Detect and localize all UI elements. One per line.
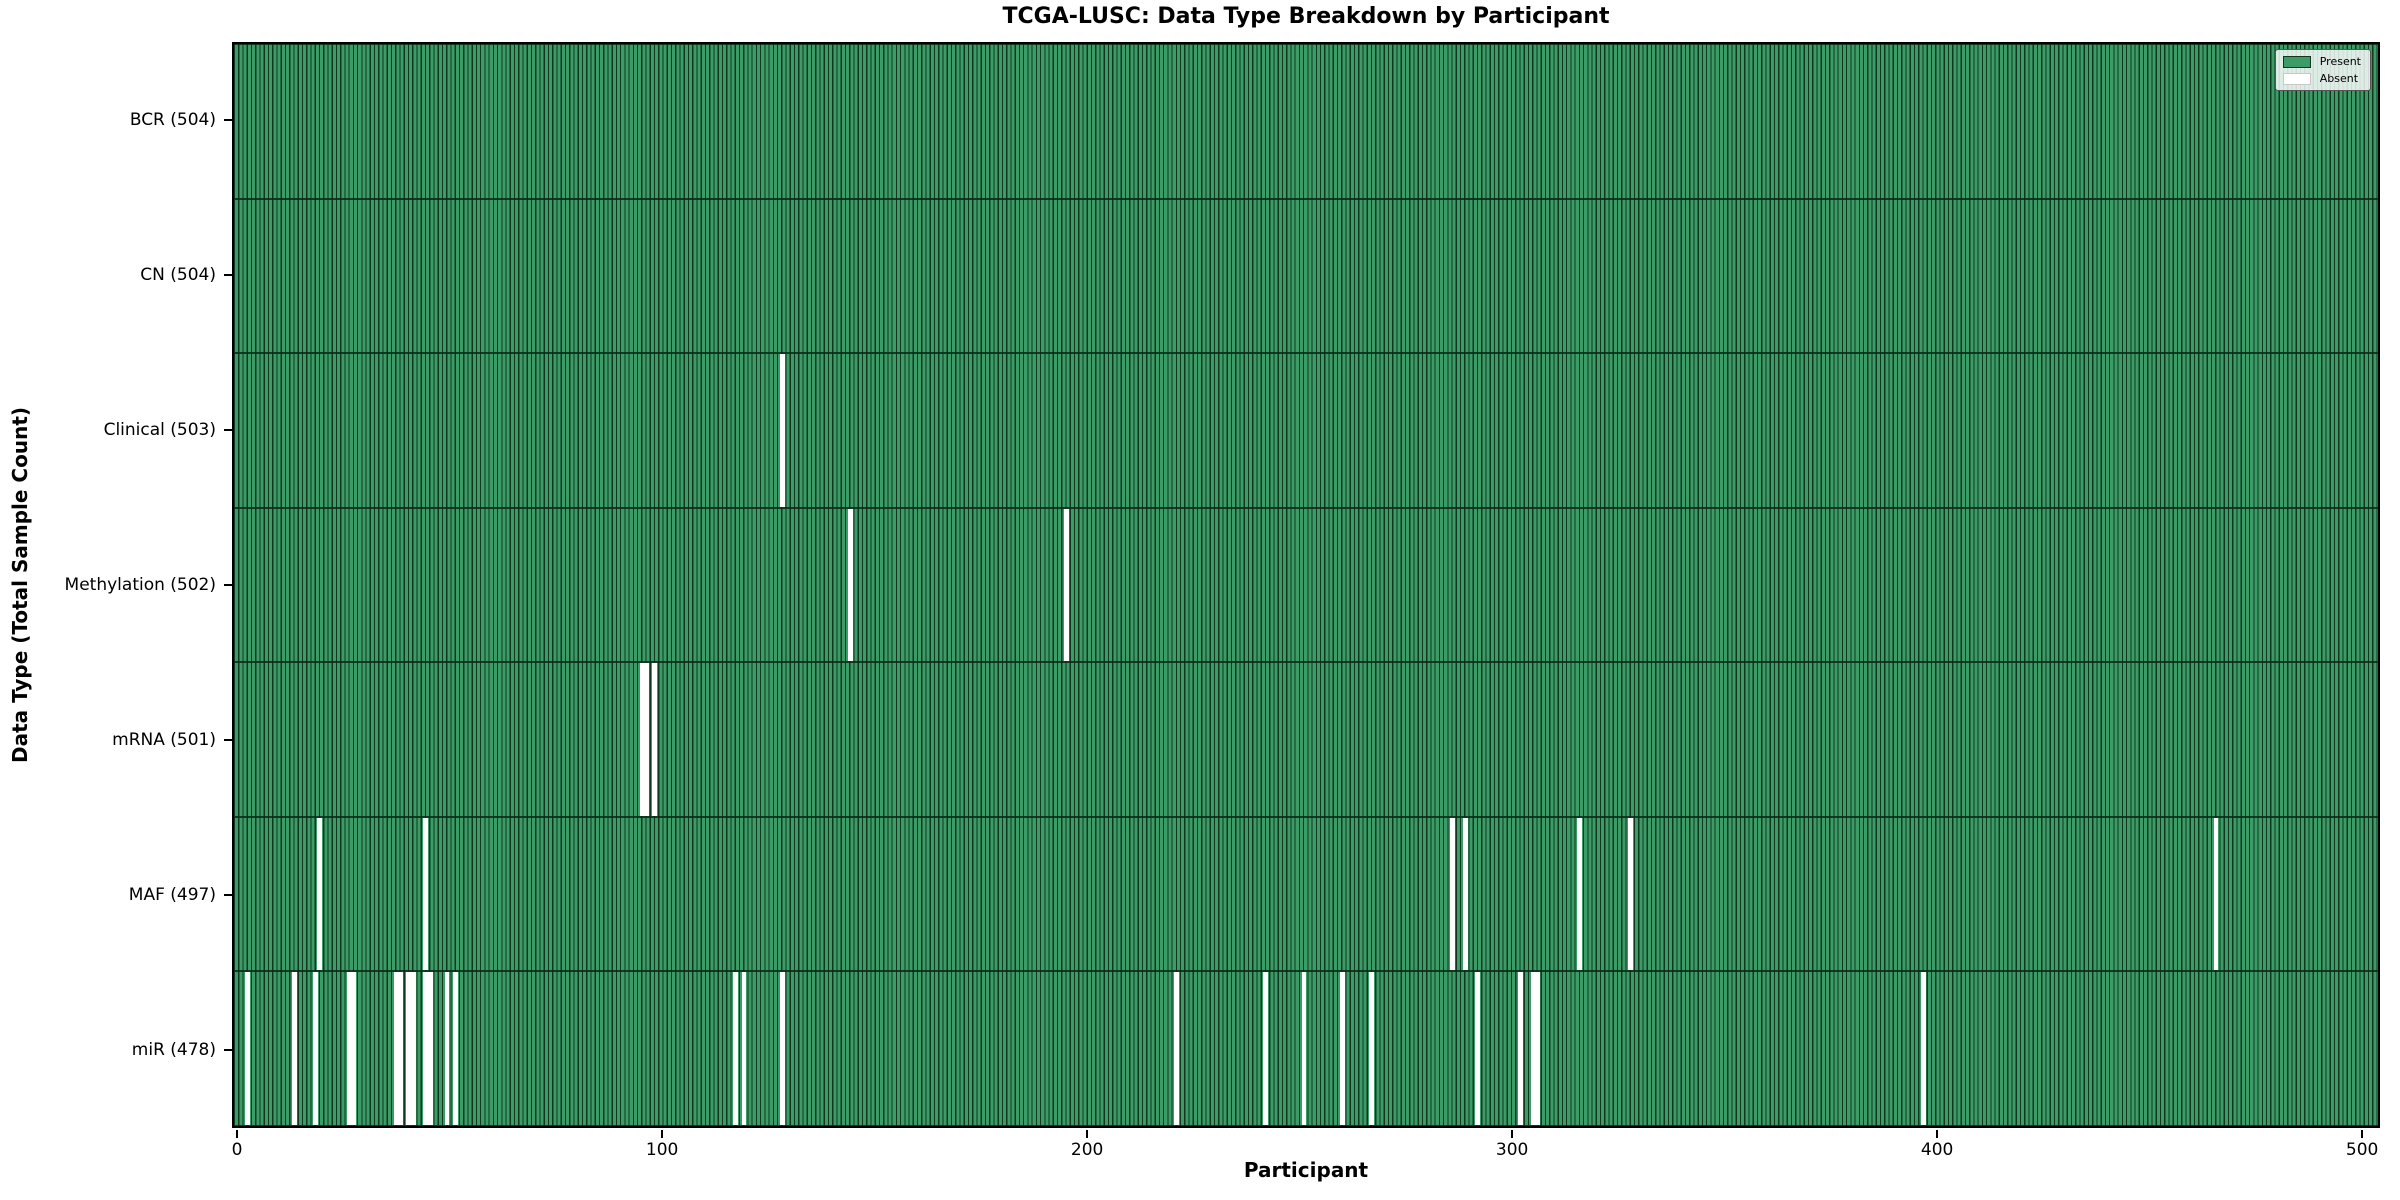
absent-gap-MAF-44 — [423, 817, 429, 971]
absent-gap-miR-38 — [397, 972, 403, 1125]
absent-gap-miR-37 — [393, 972, 399, 1125]
x-tick-label-300: 300 — [1495, 1140, 1529, 1160]
y-tick-mark-Methylation — [224, 584, 232, 586]
row-band-CN — [234, 198, 2378, 354]
absent-gap-MAF-316 — [1577, 817, 1583, 971]
y-tick-mark-CN — [224, 273, 232, 276]
absent-gap-miR-128 — [779, 972, 785, 1125]
absent-gap-miR-397 — [1920, 972, 1926, 1125]
plot-area: Present Absent — [232, 42, 2380, 1128]
absent-gap-MAF-19 — [317, 817, 323, 971]
y-tick-label-mRNA: mRNA (501) — [112, 730, 216, 751]
absent-gap-MAF-289 — [1462, 817, 1468, 971]
legend-absent-label: Absent — [2319, 72, 2359, 85]
x-axis: 0 100 200 300 400 500 — [232, 1130, 2380, 1174]
absent-gap-miR-40 — [406, 972, 412, 1125]
y-tick-label-MAF: MAF (497) — [128, 885, 216, 906]
absent-gap-miR-49 — [444, 972, 450, 1125]
row-band-Clinical — [234, 353, 2378, 508]
absent-gap-miR-119 — [741, 972, 747, 1125]
absent-gap-miR-41 — [410, 972, 416, 1125]
legend-entry-absent: Absent — [2282, 72, 2361, 85]
x-tick-mark-300 — [1511, 1130, 1514, 1138]
absent-gap-miR-44 — [423, 972, 429, 1125]
absent-gap-miR-242 — [1263, 972, 1269, 1125]
y-tick-label-Clinical: Clinical (503) — [103, 419, 216, 440]
absent-gap-MAF-466 — [2213, 817, 2219, 971]
absent-gap-miR-306 — [1534, 972, 1540, 1125]
absent-gap-mRNA-98 — [652, 663, 658, 816]
absent-gap-mRNA-96 — [644, 663, 649, 816]
absent-gap-Methylation-144 — [847, 508, 853, 662]
chart-title: TCGA-LUSC: Data Type Breakdown by Partic… — [1002, 4, 1610, 29]
y-axis: BCR (504) CN (504) Clinical (503) Methylati… — [0, 42, 232, 1128]
x-tick-mark-0 — [236, 1130, 239, 1138]
x-tick-mark-400 — [1936, 1130, 1939, 1138]
absent-gap-Methylation-195 — [1063, 508, 1069, 662]
row-band-miR — [234, 971, 2378, 1126]
y-tick-mark-mRNA — [224, 739, 232, 742]
row-band-BCR — [234, 44, 2378, 199]
absent-gap-miR-305 — [1530, 972, 1536, 1125]
x-tick-label-0: 0 — [231, 1140, 243, 1160]
legend-present-swatch — [2282, 55, 2311, 68]
absent-gap-miR-251 — [1301, 972, 1307, 1125]
absent-gap-mRNA-95 — [639, 663, 645, 816]
absent-gap-Clinical-128 — [779, 354, 785, 507]
y-tick-mark-Clinical — [224, 428, 232, 431]
absent-gap-miR-18 — [313, 972, 318, 1125]
absent-gap-miR-221 — [1174, 972, 1180, 1125]
x-tick-mark-200 — [1086, 1130, 1089, 1138]
y-tick-mark-miR — [224, 1049, 232, 1052]
row-band-Methylation — [234, 507, 2378, 663]
y-tick-label-Methylation: Methylation (502) — [64, 575, 216, 595]
row-band-MAF — [234, 816, 2378, 972]
row-band-mRNA — [234, 662, 2378, 817]
x-tick-mark-100 — [661, 1130, 664, 1138]
absent-gap-miR-26 — [347, 972, 352, 1125]
y-tick-mark-BCR — [224, 118, 232, 121]
x-tick-label-400: 400 — [1920, 1140, 1954, 1160]
absent-gap-miR-117 — [733, 972, 738, 1125]
x-tick-label-500: 500 — [2345, 1140, 2379, 1160]
absent-gap-miR-302 — [1517, 972, 1523, 1125]
absent-gap-MAF-286 — [1450, 817, 1455, 971]
legend-absent-swatch — [2282, 72, 2311, 85]
legend-entry-present: Present — [2282, 55, 2361, 68]
absent-gap-miR-45 — [427, 972, 433, 1125]
legend: Present Absent — [2274, 49, 2371, 91]
absent-gap-MAF-328 — [1628, 817, 1634, 971]
absent-gap-miR-292 — [1475, 972, 1481, 1125]
absent-gap-miR-2 — [245, 972, 251, 1125]
x-tick-label-100: 100 — [645, 1140, 679, 1160]
y-tick-mark-MAF — [224, 894, 232, 897]
absent-gap-miR-260 — [1339, 972, 1345, 1125]
absent-gap-miR-51 — [453, 972, 458, 1125]
absent-gap-miR-27 — [351, 972, 357, 1125]
absent-gap-miR-267 — [1369, 972, 1375, 1125]
y-tick-label-miR: miR (478) — [131, 1040, 216, 1061]
absent-gap-miR-13 — [291, 972, 297, 1125]
x-axis-label: Participant — [1243, 1158, 1369, 1182]
y-tick-label-BCR: BCR (504) — [129, 109, 216, 130]
y-tick-label-CN: CN (504) — [140, 264, 216, 285]
x-tick-mark-500 — [2361, 1130, 2364, 1138]
legend-present-label: Present — [2319, 55, 2361, 68]
x-tick-label-200: 200 — [1070, 1140, 1104, 1160]
